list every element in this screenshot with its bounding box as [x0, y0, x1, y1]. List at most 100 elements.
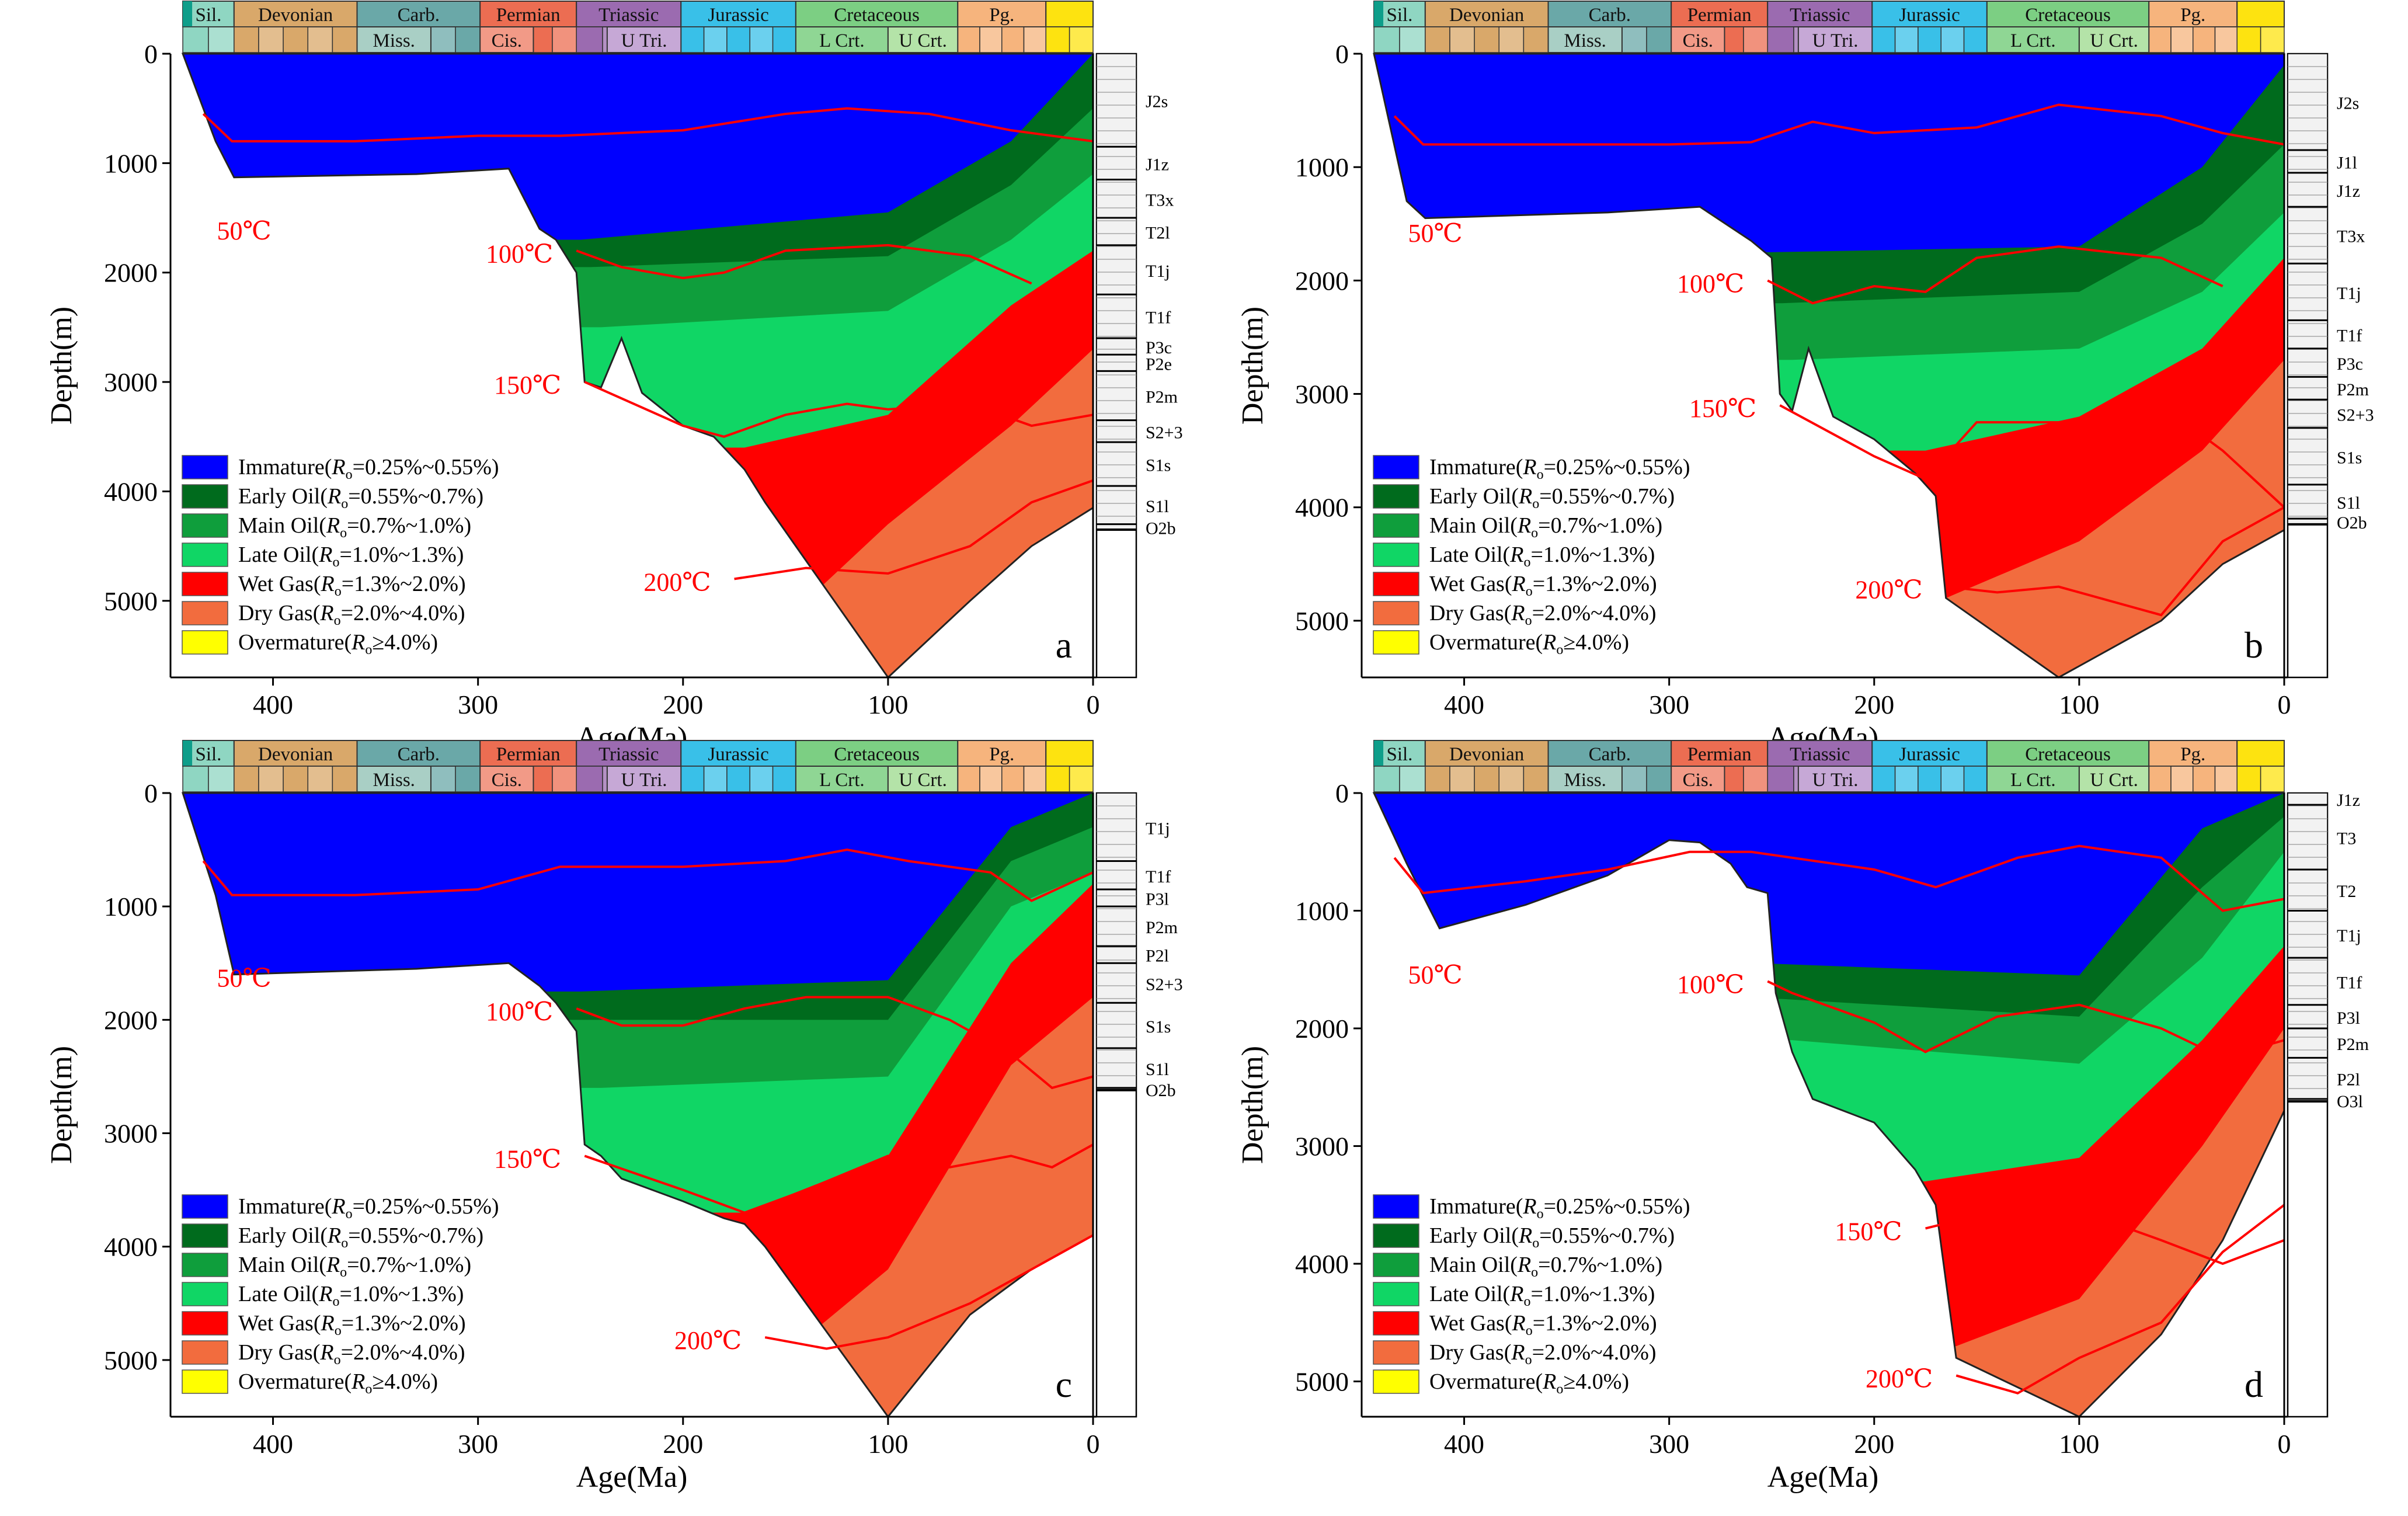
- legend-label: Early Oil(Ro=0.55%~0.7%): [1429, 484, 1675, 512]
- legend-label: Overmature(Ro≥4.0%): [238, 630, 438, 658]
- legend-label-sub: o: [335, 584, 342, 599]
- legend-label: Overmature(Ro≥4.0%): [238, 1369, 438, 1397]
- epoch-cell: [356, 766, 432, 792]
- legend-label-r: R: [331, 455, 345, 479]
- isotherm-line: [734, 479, 1094, 580]
- epoch-label: Cis.: [492, 30, 522, 51]
- isotherm-line: [202, 849, 1094, 902]
- stage-cell: [1871, 766, 1896, 792]
- legend-swatch: [1373, 1194, 1419, 1219]
- legend-swatch: [182, 1194, 228, 1219]
- stage-cell: [1918, 766, 1941, 792]
- legend-swatch: [182, 455, 228, 479]
- x-tick-label: 400: [1444, 1429, 1484, 1459]
- strata-label: J1l: [2337, 153, 2357, 172]
- legend-label: Late Oil(Ro=1.0%~1.3%): [1429, 543, 1655, 570]
- epoch-label: Miss.: [373, 770, 415, 791]
- strata-label: S2+3: [2337, 406, 2374, 425]
- strata-label: P3l: [1146, 890, 1169, 909]
- epoch-cell: [356, 26, 432, 53]
- legend-label-r: R: [1518, 484, 1532, 509]
- stage-cell: [2236, 26, 2261, 53]
- legend-label: Dry Gas(Ro=2.0%~4.0%): [238, 1340, 465, 1368]
- legend-swatch: [182, 601, 228, 625]
- strat-column-fill: [2287, 53, 2328, 525]
- strata-label: P2e: [1146, 354, 1172, 374]
- strata-label: T3: [2337, 829, 2356, 849]
- isotherm-line: [202, 107, 1094, 142]
- y-tick-label: 4000: [1295, 493, 1349, 523]
- stage-cell: [1474, 766, 1499, 792]
- legend-swatch: [1373, 630, 1419, 655]
- stage-cell: [576, 766, 603, 792]
- legend-label-name: Immature(: [1429, 455, 1523, 479]
- legend-label-sub: o: [1526, 1323, 1533, 1338]
- stage-cell: [1523, 26, 1549, 53]
- stage-cell: [182, 26, 209, 53]
- epoch-cell: [606, 766, 682, 792]
- period-label: Jurassic: [1899, 5, 1960, 26]
- x-tick-label: 200: [663, 690, 703, 719]
- x-tick-label: 100: [2059, 690, 2099, 719]
- y-tick-label: 1000: [104, 148, 158, 178]
- period-label: Carb.: [1589, 5, 1631, 26]
- legend-label: Late Oil(Ro=1.0%~1.3%): [238, 1282, 464, 1309]
- stage-cell: [2170, 26, 2194, 53]
- stage-cell: [430, 766, 456, 792]
- legend-swatch: [182, 1369, 228, 1394]
- period-label: Permian: [1687, 744, 1752, 765]
- period-cell: [2148, 1, 2238, 27]
- legend-swatch: [1373, 543, 1419, 567]
- stage-cell: [283, 26, 308, 53]
- panel-c: Sil. Devonian Carb. Permian Triassic Jurassic…: [45, 740, 1183, 1494]
- legend-label-range: =1.0%~1.3%): [1530, 1282, 1655, 1306]
- legend-label-r: R: [326, 1253, 340, 1277]
- legend-label-name: Wet Gas(: [1429, 1311, 1512, 1336]
- legend-swatch: [1373, 1340, 1419, 1365]
- epoch-cell: [2078, 26, 2150, 53]
- y-tick-label: 5000: [1295, 1367, 1349, 1397]
- panel-letter: c: [1056, 1364, 1072, 1405]
- legend-label-sub: o: [1531, 526, 1538, 541]
- epoch-label: Miss.: [373, 30, 415, 51]
- legend-swatch: [1373, 1223, 1419, 1248]
- legend-label-r: R: [1511, 1340, 1525, 1365]
- strata-label: T1j: [1146, 819, 1170, 838]
- legend-label: Main Oil(Ro=0.7%~1.0%): [1429, 513, 1662, 541]
- stage-cell: [1894, 766, 1919, 792]
- ordovician-strip: [1374, 1, 1384, 27]
- stage-cell: [455, 766, 481, 792]
- legend-label-name: Wet Gas(: [1429, 572, 1512, 596]
- epoch-cell: [795, 26, 889, 53]
- stage-cell: [726, 26, 750, 53]
- legend-swatch: [1373, 1311, 1419, 1336]
- legend-label-range: =0.25%~0.55%): [1544, 455, 1690, 479]
- legend-label-r: R: [1509, 543, 1523, 567]
- period-cell: [1986, 740, 2150, 767]
- x-tick-label: 100: [868, 690, 908, 719]
- period-label: Cretaceous: [2025, 744, 2111, 765]
- legend-label-sub: o: [1532, 1236, 1539, 1251]
- legend-label-name: Main Oil(: [238, 1253, 326, 1277]
- stage-cell: [234, 766, 259, 792]
- stage-cell: [1001, 766, 1025, 792]
- legend-label-r: R: [1512, 572, 1526, 596]
- strata-label: S1s: [2337, 448, 2362, 467]
- legend-label-r: R: [351, 1369, 365, 1394]
- strata-label: O2b: [2337, 513, 2367, 533]
- legend-label-name: Immature(: [1429, 1194, 1523, 1219]
- legend-label-sub: o: [1526, 584, 1533, 599]
- stage-cell: [552, 766, 577, 792]
- legend-label-range: =0.55%~0.7%): [1539, 1223, 1675, 1248]
- strata-label: J2s: [2337, 94, 2359, 113]
- period-cell: [2236, 1, 2285, 27]
- strata-label: T3x: [1146, 190, 1174, 210]
- y-tick-label: 2000: [104, 1005, 158, 1035]
- x-tick-label: 400: [253, 1429, 293, 1459]
- y-tick-label: 0: [144, 778, 158, 808]
- legend-label-name: Overmature(: [1429, 630, 1543, 655]
- stage-cell: [1498, 766, 1525, 792]
- legend-label-range: =1.3%~2.0%): [1533, 1311, 1657, 1336]
- epoch-label: U Tri.: [621, 770, 667, 791]
- stage-cell: [307, 766, 333, 792]
